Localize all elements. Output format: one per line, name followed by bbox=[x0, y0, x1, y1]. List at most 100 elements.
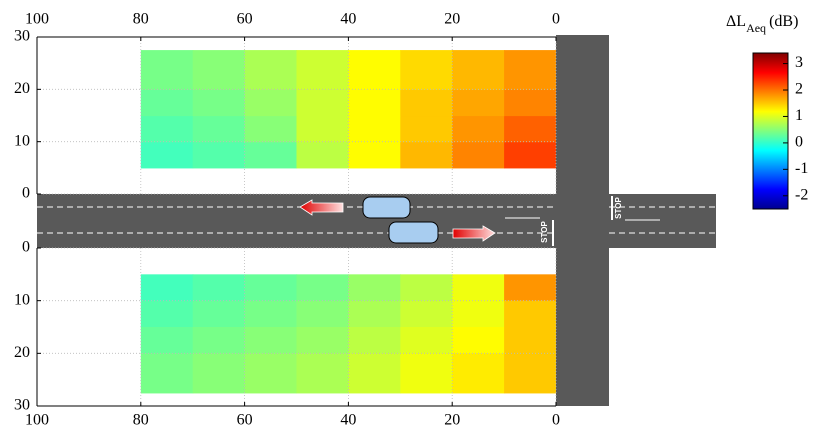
stop-label: STOP bbox=[540, 221, 549, 243]
heat-cell bbox=[245, 353, 298, 393]
colorbar-tick-label: 0 bbox=[795, 134, 803, 151]
heat-cell bbox=[193, 327, 246, 354]
colorbar-tick-label: 2 bbox=[795, 81, 803, 98]
colorbar-label-unit: (dB) bbox=[769, 13, 798, 30]
heat-cell bbox=[452, 89, 505, 116]
heat-cell bbox=[452, 116, 505, 143]
heat-cell bbox=[193, 116, 246, 143]
heat-cell bbox=[245, 116, 298, 143]
colorbar-tick-label: -2 bbox=[795, 186, 808, 203]
heat-cell bbox=[400, 301, 453, 328]
car bbox=[363, 197, 410, 218]
heat-cell bbox=[504, 142, 556, 169]
chart: STOP STOP 302010001020301001008080606040… bbox=[0, 0, 817, 430]
colorbar-tick-label: 1 bbox=[795, 107, 803, 124]
heat-cell bbox=[400, 142, 453, 169]
stop-label: STOP bbox=[614, 197, 623, 219]
heat-cell bbox=[297, 50, 350, 90]
heat-cell bbox=[193, 353, 246, 393]
heat-cell bbox=[245, 142, 298, 169]
heat-cell bbox=[504, 50, 556, 90]
heat-cell bbox=[452, 50, 505, 90]
x-tick-label: 80 bbox=[133, 11, 149, 28]
heat-cell bbox=[297, 327, 350, 354]
x-tick-label: 100 bbox=[25, 412, 49, 429]
heat-cell bbox=[452, 353, 505, 393]
heat-cell bbox=[400, 116, 453, 143]
heat-cell bbox=[348, 116, 401, 143]
colorbar-label: ΔL bbox=[726, 13, 746, 30]
heat-cell bbox=[297, 116, 350, 143]
heat-cell bbox=[504, 274, 556, 301]
car bbox=[389, 222, 438, 243]
heat-cell bbox=[245, 89, 298, 116]
heat-cell bbox=[193, 274, 246, 301]
colorbar-label-sub: Aeq bbox=[746, 21, 766, 35]
heat-cell bbox=[141, 327, 194, 354]
heat-cell bbox=[245, 327, 298, 354]
y-tick-label: 20 bbox=[14, 344, 30, 361]
colorbar-tick-label: -1 bbox=[795, 160, 808, 177]
heat-cell bbox=[245, 301, 298, 328]
heat-cell bbox=[452, 301, 505, 328]
heat-cell bbox=[400, 327, 453, 354]
colorbar bbox=[753, 53, 788, 209]
y-tick-label: 0 bbox=[22, 185, 30, 202]
heat-cell bbox=[245, 50, 298, 90]
heat-cell bbox=[504, 301, 556, 328]
heat-cell bbox=[193, 89, 246, 116]
heat-cell bbox=[348, 89, 401, 116]
heat-cell bbox=[400, 89, 453, 116]
heat-cell bbox=[348, 274, 401, 301]
heat-cell bbox=[141, 116, 194, 143]
heat-cell bbox=[193, 301, 246, 328]
heat-cell bbox=[297, 274, 350, 301]
heat-cell bbox=[400, 353, 453, 393]
heat-cell bbox=[504, 327, 556, 354]
x-tick-label: 40 bbox=[340, 11, 356, 28]
heat-cell bbox=[504, 353, 556, 393]
heat-cell bbox=[297, 142, 350, 169]
y-tick-label: 30 bbox=[14, 28, 30, 45]
colorbar-title: ΔLAeq(dB) bbox=[726, 13, 798, 35]
heat-cell bbox=[245, 274, 298, 301]
heat-cell bbox=[348, 301, 401, 328]
x-tick-label: 80 bbox=[133, 412, 149, 429]
x-tick-label: 40 bbox=[340, 412, 356, 429]
heat-cell bbox=[400, 50, 453, 90]
x-tick-label: 100 bbox=[25, 11, 49, 28]
x-tick-label: 60 bbox=[237, 412, 253, 429]
heat-cell bbox=[193, 50, 246, 90]
heat-cell bbox=[297, 89, 350, 116]
colorbar-tick-label: 3 bbox=[795, 54, 803, 71]
heat-cell bbox=[452, 274, 505, 301]
heat-cell bbox=[297, 353, 350, 393]
heat-cell bbox=[452, 327, 505, 354]
x-tick-label: 20 bbox=[444, 412, 460, 429]
heat-cell bbox=[400, 274, 453, 301]
heat-cell bbox=[141, 353, 194, 393]
heat-cell bbox=[348, 142, 401, 169]
y-tick-label: 0 bbox=[22, 239, 30, 256]
heat-cell bbox=[452, 142, 505, 169]
heat-cell bbox=[141, 301, 194, 328]
heat-cell bbox=[348, 353, 401, 393]
heat-cell bbox=[141, 274, 194, 301]
heat-cell bbox=[297, 301, 350, 328]
x-tick-label: 20 bbox=[444, 11, 460, 28]
heat-cell bbox=[193, 142, 246, 169]
heat-cell bbox=[141, 89, 194, 116]
heat-cell bbox=[141, 142, 194, 169]
heat-cell bbox=[504, 116, 556, 143]
y-tick-label: 10 bbox=[14, 291, 30, 308]
x-tick-label: 60 bbox=[237, 11, 253, 28]
heat-cell bbox=[141, 50, 194, 90]
y-tick-label: 10 bbox=[14, 132, 30, 149]
x-tick-label: 0 bbox=[552, 412, 560, 429]
x-tick-label: 0 bbox=[552, 11, 560, 28]
cross-road bbox=[556, 35, 609, 406]
y-tick-label: 20 bbox=[14, 80, 30, 97]
heat-cell bbox=[504, 89, 556, 116]
heat-cell bbox=[348, 50, 401, 90]
heat-cell bbox=[348, 327, 401, 354]
